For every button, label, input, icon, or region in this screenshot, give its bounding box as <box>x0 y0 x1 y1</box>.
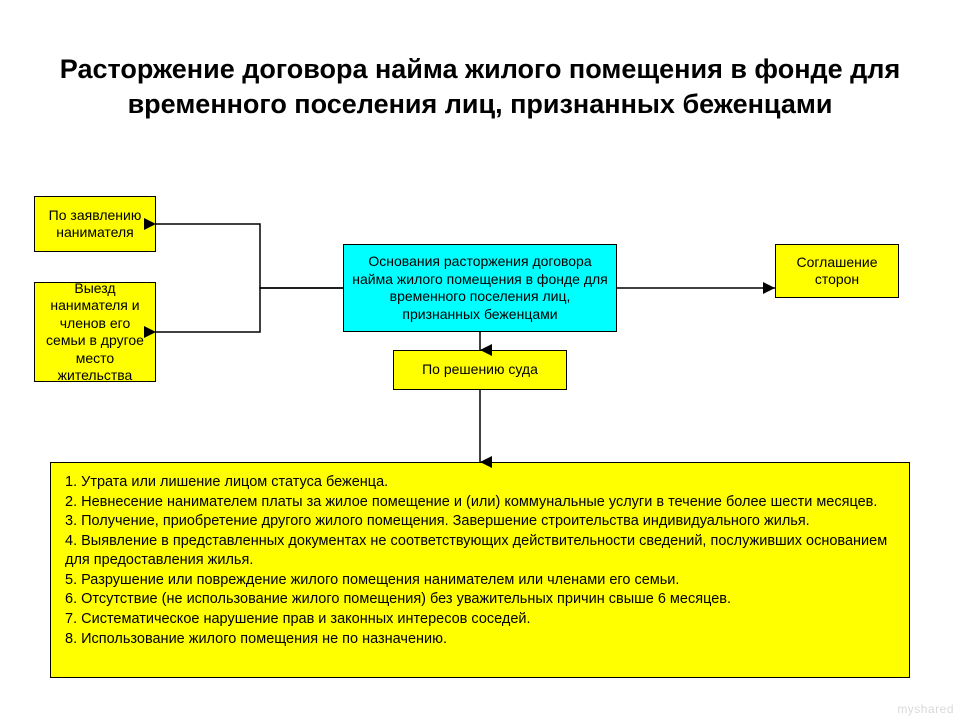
reasons-box: 1. Утрата или лишение лицом статуса беже… <box>50 462 910 678</box>
below-node: По решению суда <box>393 350 567 390</box>
reason-line: 5. Разрушение или повреждение жилого пом… <box>65 571 895 591</box>
center-node: Основания расторжения договора найма жил… <box>343 244 617 332</box>
diagram-title: Расторжение договора найма жилого помеще… <box>20 52 940 122</box>
reason-line: 6. Отсутствие (не использование жилого п… <box>65 590 895 610</box>
reason-line: 2. Невнесение нанимателем платы за жилое… <box>65 493 895 513</box>
reason-line: 3. Получение, приобретение другого жилог… <box>65 512 895 532</box>
edge <box>156 288 343 332</box>
edge <box>156 224 343 288</box>
reason-line: 8. Использование жилого помещения не по … <box>65 630 895 650</box>
reason-line: 7. Систематическое нарушение прав и зако… <box>65 610 895 630</box>
left-top-node: По заявлению нанимателя <box>34 196 156 252</box>
right-node: Соглашение сторон <box>775 244 899 298</box>
reason-line: 1. Утрата или лишение лицом статуса беже… <box>65 473 895 493</box>
watermark: myshared <box>897 702 954 716</box>
reason-line: 4. Выявление в представленных документах… <box>65 532 895 571</box>
left-bottom-node: Выезд нанимателя и членов его семьи в др… <box>34 282 156 382</box>
